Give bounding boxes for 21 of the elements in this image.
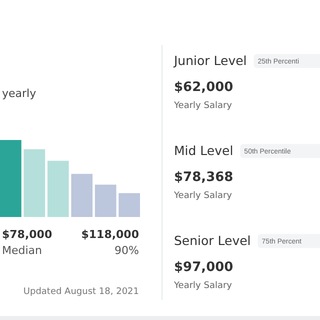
bar <box>47 160 69 217</box>
text: $118,000 <box>81 228 140 241</box>
text: Median <box>2 244 42 257</box>
bar <box>118 193 140 217</box>
text: Yearly Salary <box>173 101 233 111</box>
bar <box>0 140 22 217</box>
text: Updated August 18, 2021 <box>23 287 139 297</box>
text: Yearly Salary <box>173 191 233 201</box>
text: Mid Level <box>174 143 234 158</box>
bar <box>94 184 116 217</box>
text: $78,368 <box>174 170 234 185</box>
text: $78,000 <box>2 228 52 241</box>
bar <box>71 174 93 217</box>
text: 90% <box>114 244 139 257</box>
chart-subtitle: yearly <box>2 87 37 100</box>
text: Junior Level <box>173 53 247 68</box>
text: Senior Level <box>174 233 251 248</box>
text: $97,000 <box>174 260 234 275</box>
text: $62,000 <box>174 80 234 95</box>
text: Yearly Salary <box>173 281 233 291</box>
bar <box>24 149 46 217</box>
